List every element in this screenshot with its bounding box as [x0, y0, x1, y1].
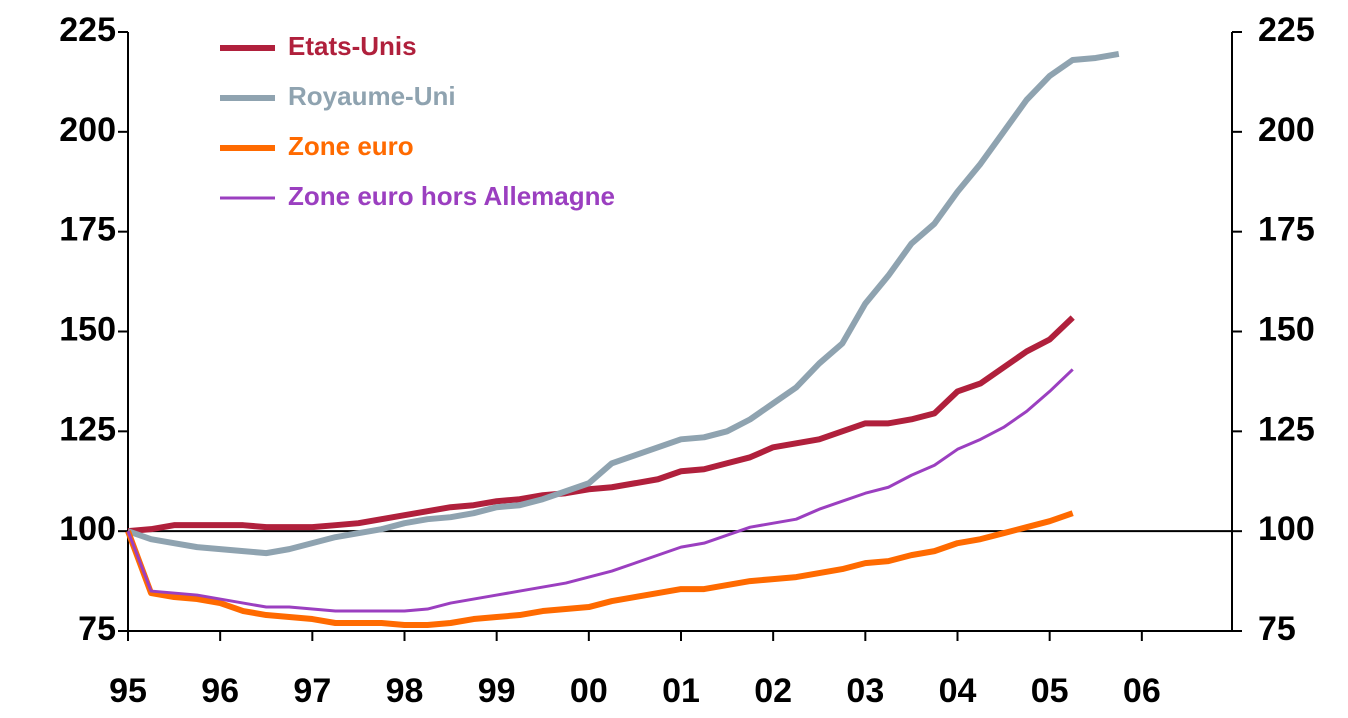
x-tick-label: 03	[846, 672, 884, 710]
x-tick-label: 97	[293, 672, 331, 710]
y-tick-label: 75	[78, 610, 116, 648]
legend-label: Etats-Unis	[288, 31, 417, 61]
y2-tick-label: 150	[1258, 310, 1315, 348]
y2-tick-label: 100	[1258, 510, 1315, 548]
y-tick-label: 150	[59, 310, 116, 348]
y-tick-label: 100	[59, 510, 116, 548]
y2-tick-label: 175	[1258, 211, 1315, 249]
legend-label: Zone euro hors Allemagne	[288, 181, 615, 211]
y-tick-label: 225	[59, 11, 116, 49]
y2-tick-label: 75	[1258, 610, 1296, 648]
x-tick-label: 00	[570, 672, 608, 710]
x-tick-label: 01	[662, 672, 700, 710]
y-tick-label: 200	[59, 111, 116, 149]
x-tick-label: 02	[754, 672, 792, 710]
legend-label: Royaume-Uni	[288, 81, 456, 111]
x-tick-label: 99	[478, 672, 516, 710]
series-line	[126, 368, 1074, 613]
x-tick-label: 98	[386, 672, 424, 710]
series-line	[127, 51, 1120, 557]
x-tick-label: 96	[201, 672, 239, 710]
y-tick-label: 175	[59, 211, 116, 249]
x-tick-label: 05	[1031, 672, 1069, 710]
x-tick-label: 06	[1123, 672, 1161, 710]
legend-label: Zone euro	[288, 131, 414, 161]
series-line	[127, 315, 1075, 535]
y2-tick-label: 200	[1258, 111, 1315, 149]
x-tick-label: 04	[939, 672, 977, 710]
y2-tick-label: 125	[1258, 410, 1315, 448]
y2-tick-label: 225	[1258, 11, 1315, 49]
series-line	[125, 510, 1074, 629]
x-tick-label: 95	[109, 672, 147, 710]
y-tick-label: 125	[59, 410, 116, 448]
